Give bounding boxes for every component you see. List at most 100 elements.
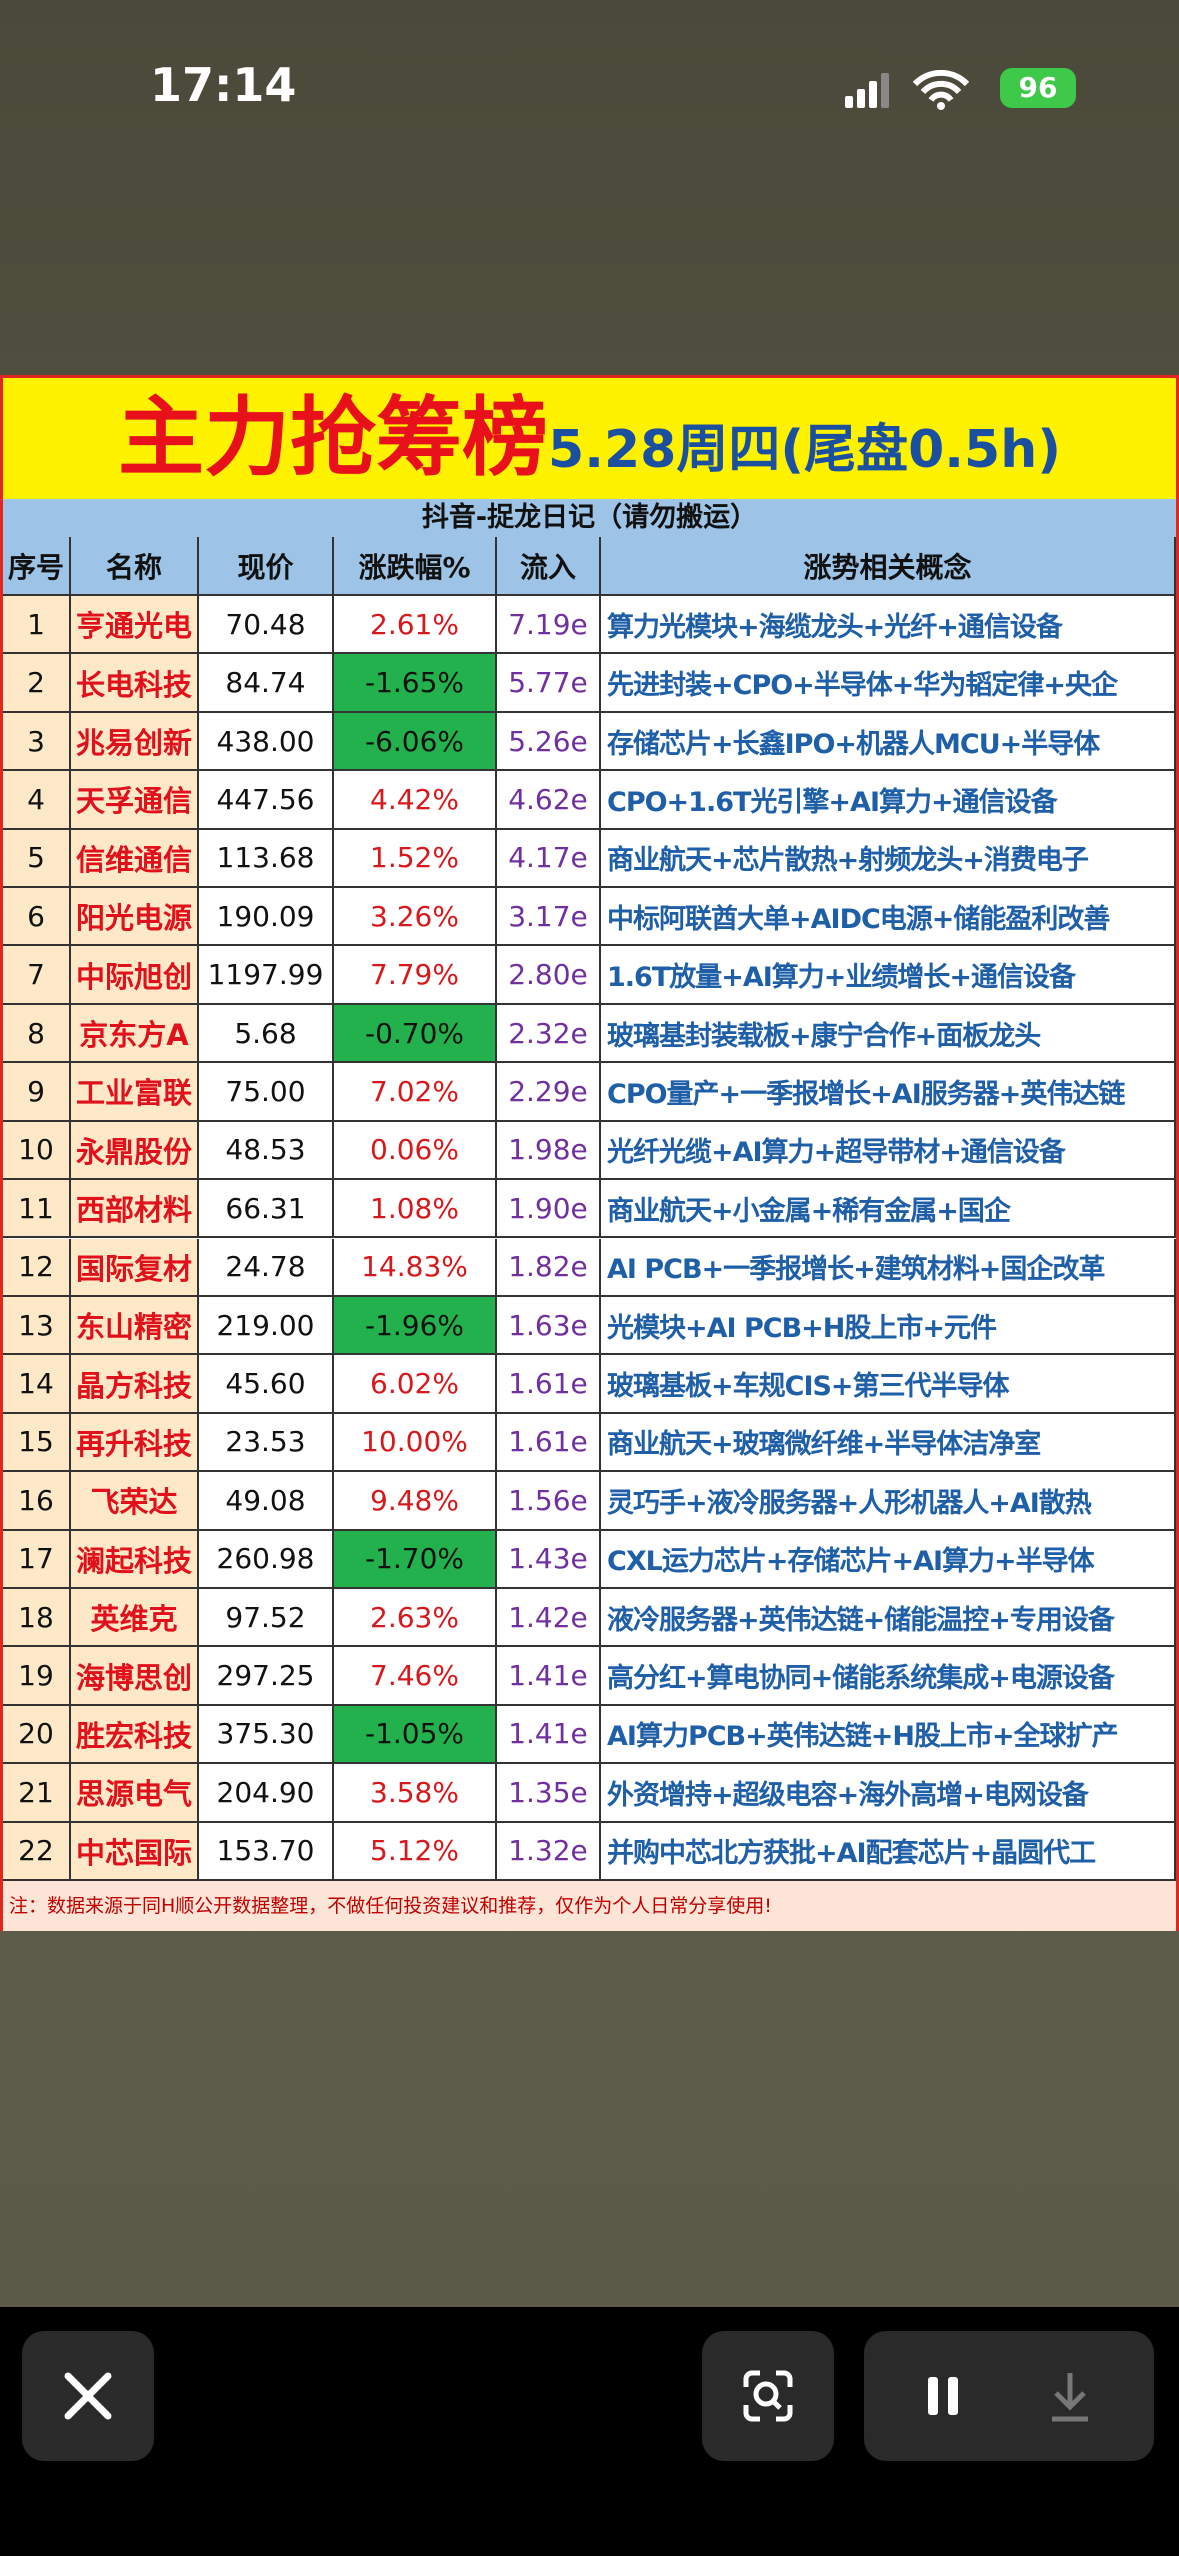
stock-name: 工业富联 <box>71 1063 199 1122</box>
stock-name: 京东方A <box>71 1004 199 1064</box>
price: 48.53 <box>199 1121 334 1181</box>
inflow: 1.43e <box>497 1530 601 1589</box>
rank: 3 <box>3 712 71 772</box>
concepts: 外资增持+超级电容+海外高增+电网设备 <box>601 1764 1176 1823</box>
rank: 7 <box>3 946 71 1005</box>
change: 6.02% <box>334 1355 497 1414</box>
inflow: 5.26e <box>497 712 601 772</box>
inflow: 2.32e <box>497 1004 601 1064</box>
price: 70.48 <box>199 596 334 655</box>
concepts: AI PCB+一季报增长+建筑材料+国企改革 <box>601 1238 1176 1297</box>
rank: 18 <box>3 1588 71 1648</box>
rank: 13 <box>3 1296 71 1356</box>
scan-button[interactable] <box>702 2331 834 2461</box>
stock-name: 飞荣达 <box>71 1472 199 1531</box>
inflow: 5.77e <box>497 654 601 713</box>
inflow: 1.61e <box>497 1355 601 1414</box>
battery-level: 96 <box>1000 68 1076 108</box>
concepts: 液冷服务器+英伟达链+储能温控+专用设备 <box>601 1588 1176 1648</box>
price: 219.00 <box>199 1296 334 1356</box>
column-header: 涨势相关概念 <box>601 537 1176 596</box>
concepts: 商业航天+玻璃微纤维+半导体洁净室 <box>601 1413 1176 1473</box>
pause-button[interactable] <box>928 2377 938 2415</box>
player-controls <box>864 2331 1154 2461</box>
concepts: AI算力PCB+英伟达链+H股上市+全球扩产 <box>601 1705 1176 1765</box>
price: 113.68 <box>199 829 334 889</box>
rank: 19 <box>3 1647 71 1706</box>
table: 序号 名称 现价 涨跌幅% 流入 涨势相关概念 1 亨通光电 70.48 2.61% 7.19e 算力… <box>3 537 1176 1881</box>
concepts: CPO量产+一季报增长+AI服务器+英伟达链 <box>601 1063 1176 1122</box>
change: 1.08% <box>334 1180 497 1239</box>
concepts: CXL运力芯片+存储芯片+AI算力+半导体 <box>601 1530 1176 1589</box>
rank: 17 <box>3 1530 71 1589</box>
rank: 4 <box>3 771 71 830</box>
change: -1.05% <box>334 1705 497 1765</box>
change: 7.46% <box>334 1647 497 1706</box>
inflow: 1.82e <box>497 1238 601 1297</box>
price: 5.68 <box>199 1004 334 1064</box>
rank: 8 <box>3 1004 71 1064</box>
concepts: 高分红+算电协同+储能系统集成+电源设备 <box>601 1647 1176 1706</box>
inflow: 1.32e <box>497 1822 601 1881</box>
stock-name: 西部材料 <box>71 1180 199 1239</box>
rank: 2 <box>3 654 71 713</box>
inflow: 1.98e <box>497 1121 601 1181</box>
status-icons <box>845 70 970 110</box>
stock-name: 兆易创新 <box>71 712 199 772</box>
price: 45.60 <box>199 1355 334 1414</box>
concepts: 中标阿联酋大单+AIDC电源+储能盈利改善 <box>601 888 1176 947</box>
concepts: 算力光模块+海缆龙头+光纤+通信设备 <box>601 596 1176 655</box>
ranking-image: 主力抢筹榜5.28周四(尾盘0.5h) 抖音-捉龙日记（请勿搬运） 序号 名称 现价… <box>0 375 1179 1931</box>
stock-name: 阳光电源 <box>71 888 199 947</box>
stock-name: 国际复材 <box>71 1238 199 1297</box>
download-button[interactable] <box>1052 2373 1088 2422</box>
concepts: 玻璃基封装载板+康宁合作+面板龙头 <box>601 1004 1176 1064</box>
title: 主力抢筹榜 <box>118 388 549 488</box>
concepts: 商业航天+芯片散热+射频龙头+消费电子 <box>601 829 1176 889</box>
change: 4.42% <box>334 771 497 830</box>
rank: 20 <box>3 1705 71 1765</box>
concepts: 1.6T放量+AI算力+业绩增长+通信设备 <box>601 946 1176 1005</box>
price: 84.74 <box>199 654 334 713</box>
stock-name: 长电科技 <box>71 654 199 713</box>
concepts: 存储芯片+长鑫IPO+机器人MCU+半导体 <box>601 712 1176 772</box>
stock-name: 胜宏科技 <box>71 1705 199 1765</box>
column-header: 序号 <box>3 537 71 596</box>
change: 0.06% <box>334 1121 497 1181</box>
status-time: 17:14 <box>150 58 297 112</box>
change: 2.63% <box>334 1588 497 1648</box>
price: 297.25 <box>199 1647 334 1706</box>
inflow: 1.56e <box>497 1472 601 1531</box>
rank: 5 <box>3 829 71 889</box>
change: 3.58% <box>334 1764 497 1823</box>
change: 3.26% <box>334 888 497 947</box>
rank: 10 <box>3 1121 71 1181</box>
price: 75.00 <box>199 1063 334 1122</box>
concepts: 光纤光缆+AI算力+超导带材+通信设备 <box>601 1121 1176 1181</box>
rank: 14 <box>3 1355 71 1414</box>
change: -1.65% <box>334 654 497 713</box>
price: 153.70 <box>199 1822 334 1881</box>
rank: 15 <box>3 1413 71 1473</box>
change: 1.52% <box>334 829 497 889</box>
price: 1197.99 <box>199 946 334 1005</box>
price: 97.52 <box>199 1588 334 1648</box>
concepts: 灵巧手+液冷服务器+人形机器人+AI散热 <box>601 1472 1176 1531</box>
inflow: 1.61e <box>497 1413 601 1473</box>
stock-name: 英维克 <box>71 1588 199 1648</box>
stock-name: 海博思创 <box>71 1647 199 1706</box>
inflow: 1.90e <box>497 1180 601 1239</box>
rank: 1 <box>3 596 71 655</box>
close-button[interactable] <box>22 2331 154 2461</box>
column-header: 涨跌幅% <box>334 537 497 596</box>
concepts: 光模块+AI PCB+H股上市+元件 <box>601 1296 1176 1356</box>
change: -1.70% <box>334 1530 497 1589</box>
title-bar: 主力抢筹榜5.28周四(尾盘0.5h) <box>3 378 1176 499</box>
change: 10.00% <box>334 1413 497 1473</box>
inflow: 1.42e <box>497 1588 601 1648</box>
price: 49.08 <box>199 1472 334 1531</box>
inflow: 4.17e <box>497 829 601 889</box>
concepts: CPO+1.6T光引擎+AI算力+通信设备 <box>601 771 1176 830</box>
concepts: 商业航天+小金属+稀有金属+国企 <box>601 1180 1176 1239</box>
inflow: 1.63e <box>497 1296 601 1356</box>
